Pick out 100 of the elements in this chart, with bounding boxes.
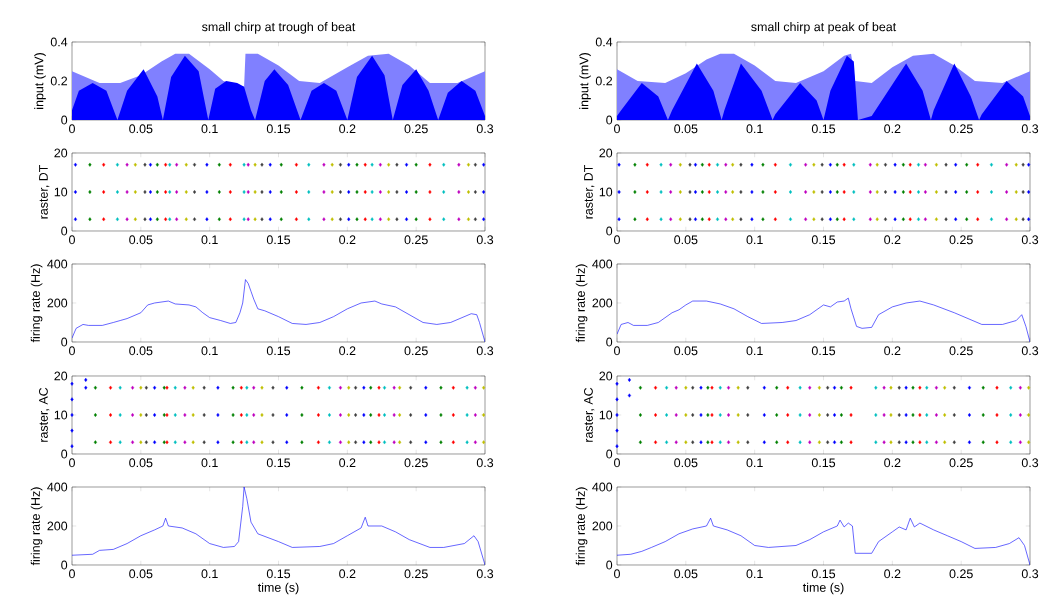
point [788, 217, 793, 222]
point [724, 217, 728, 222]
point [70, 397, 74, 402]
point [1027, 190, 1031, 194]
point [109, 413, 113, 417]
point [102, 217, 106, 222]
point [820, 190, 824, 194]
point [989, 190, 994, 194]
x-tick-label: 0 [69, 458, 75, 468]
point [395, 190, 399, 194]
point [338, 385, 342, 390]
point [820, 162, 824, 167]
point [693, 162, 698, 167]
point [398, 440, 402, 445]
point [414, 217, 418, 222]
point [918, 385, 922, 390]
point [989, 162, 994, 167]
point [173, 413, 177, 417]
point [143, 162, 147, 167]
point [659, 217, 663, 222]
point [615, 381, 619, 386]
point [688, 190, 692, 194]
point [1027, 440, 1031, 445]
point [347, 190, 351, 194]
point [674, 385, 678, 390]
point [750, 190, 754, 194]
x-tick-label: 0.15 [266, 458, 291, 468]
point [424, 385, 428, 390]
line-series [617, 517, 1031, 565]
point [102, 190, 106, 194]
point [465, 385, 469, 390]
point [954, 217, 958, 222]
point [316, 413, 320, 417]
point [1014, 162, 1018, 167]
point [691, 385, 695, 390]
point [688, 217, 692, 222]
x-tick-label: 0.3 [1021, 346, 1039, 356]
point [832, 413, 837, 417]
point [285, 413, 289, 417]
point [710, 440, 714, 445]
x-tick-label: 0.25 [949, 458, 973, 468]
point [228, 190, 232, 194]
y-axis-title: raster, AC [584, 387, 595, 442]
point [115, 217, 119, 222]
point [424, 440, 428, 445]
point [645, 190, 649, 194]
x-tick-label: 0.15 [811, 346, 836, 356]
point [1014, 190, 1018, 194]
point [465, 440, 469, 445]
point [882, 440, 886, 445]
y-tick-label: 20 [599, 148, 613, 158]
point [322, 217, 326, 222]
point [184, 217, 188, 222]
point [812, 190, 816, 194]
point [995, 413, 999, 417]
point [828, 162, 832, 167]
y-tick-label: 0 [61, 226, 68, 236]
point [786, 385, 790, 390]
y-axis-title: firing rate (Hz) [575, 264, 588, 343]
x-tick-label: 0.3 [476, 346, 494, 356]
point [139, 413, 143, 417]
point [684, 413, 688, 417]
point [804, 162, 808, 167]
point [118, 385, 122, 390]
point [944, 217, 948, 222]
y-tick-label: 200 [47, 521, 68, 531]
point [617, 190, 621, 194]
point [175, 190, 179, 194]
y-tick-label: 0 [606, 449, 613, 459]
y-axis-title: input (mV) [579, 53, 591, 109]
point [482, 162, 486, 167]
point [952, 413, 956, 417]
point [370, 162, 374, 167]
point [788, 190, 793, 194]
point [897, 385, 901, 390]
point [239, 385, 243, 390]
point [724, 162, 728, 167]
point [627, 377, 631, 382]
x-tick-label: 0.1 [746, 346, 763, 356]
point [300, 440, 304, 445]
point [327, 385, 331, 390]
point [1027, 385, 1031, 390]
point [398, 413, 402, 417]
point [382, 385, 387, 390]
point [739, 162, 743, 167]
x-tick-label: 0.05 [674, 235, 698, 245]
point [633, 190, 637, 194]
point [761, 190, 765, 194]
point [370, 217, 374, 222]
point [347, 413, 351, 417]
point [246, 217, 250, 222]
point [183, 413, 187, 417]
point [645, 162, 649, 167]
point [338, 190, 342, 194]
point [231, 440, 235, 445]
point [271, 440, 275, 445]
point [260, 440, 264, 445]
point [808, 413, 812, 417]
point [115, 190, 119, 194]
point [143, 217, 147, 222]
